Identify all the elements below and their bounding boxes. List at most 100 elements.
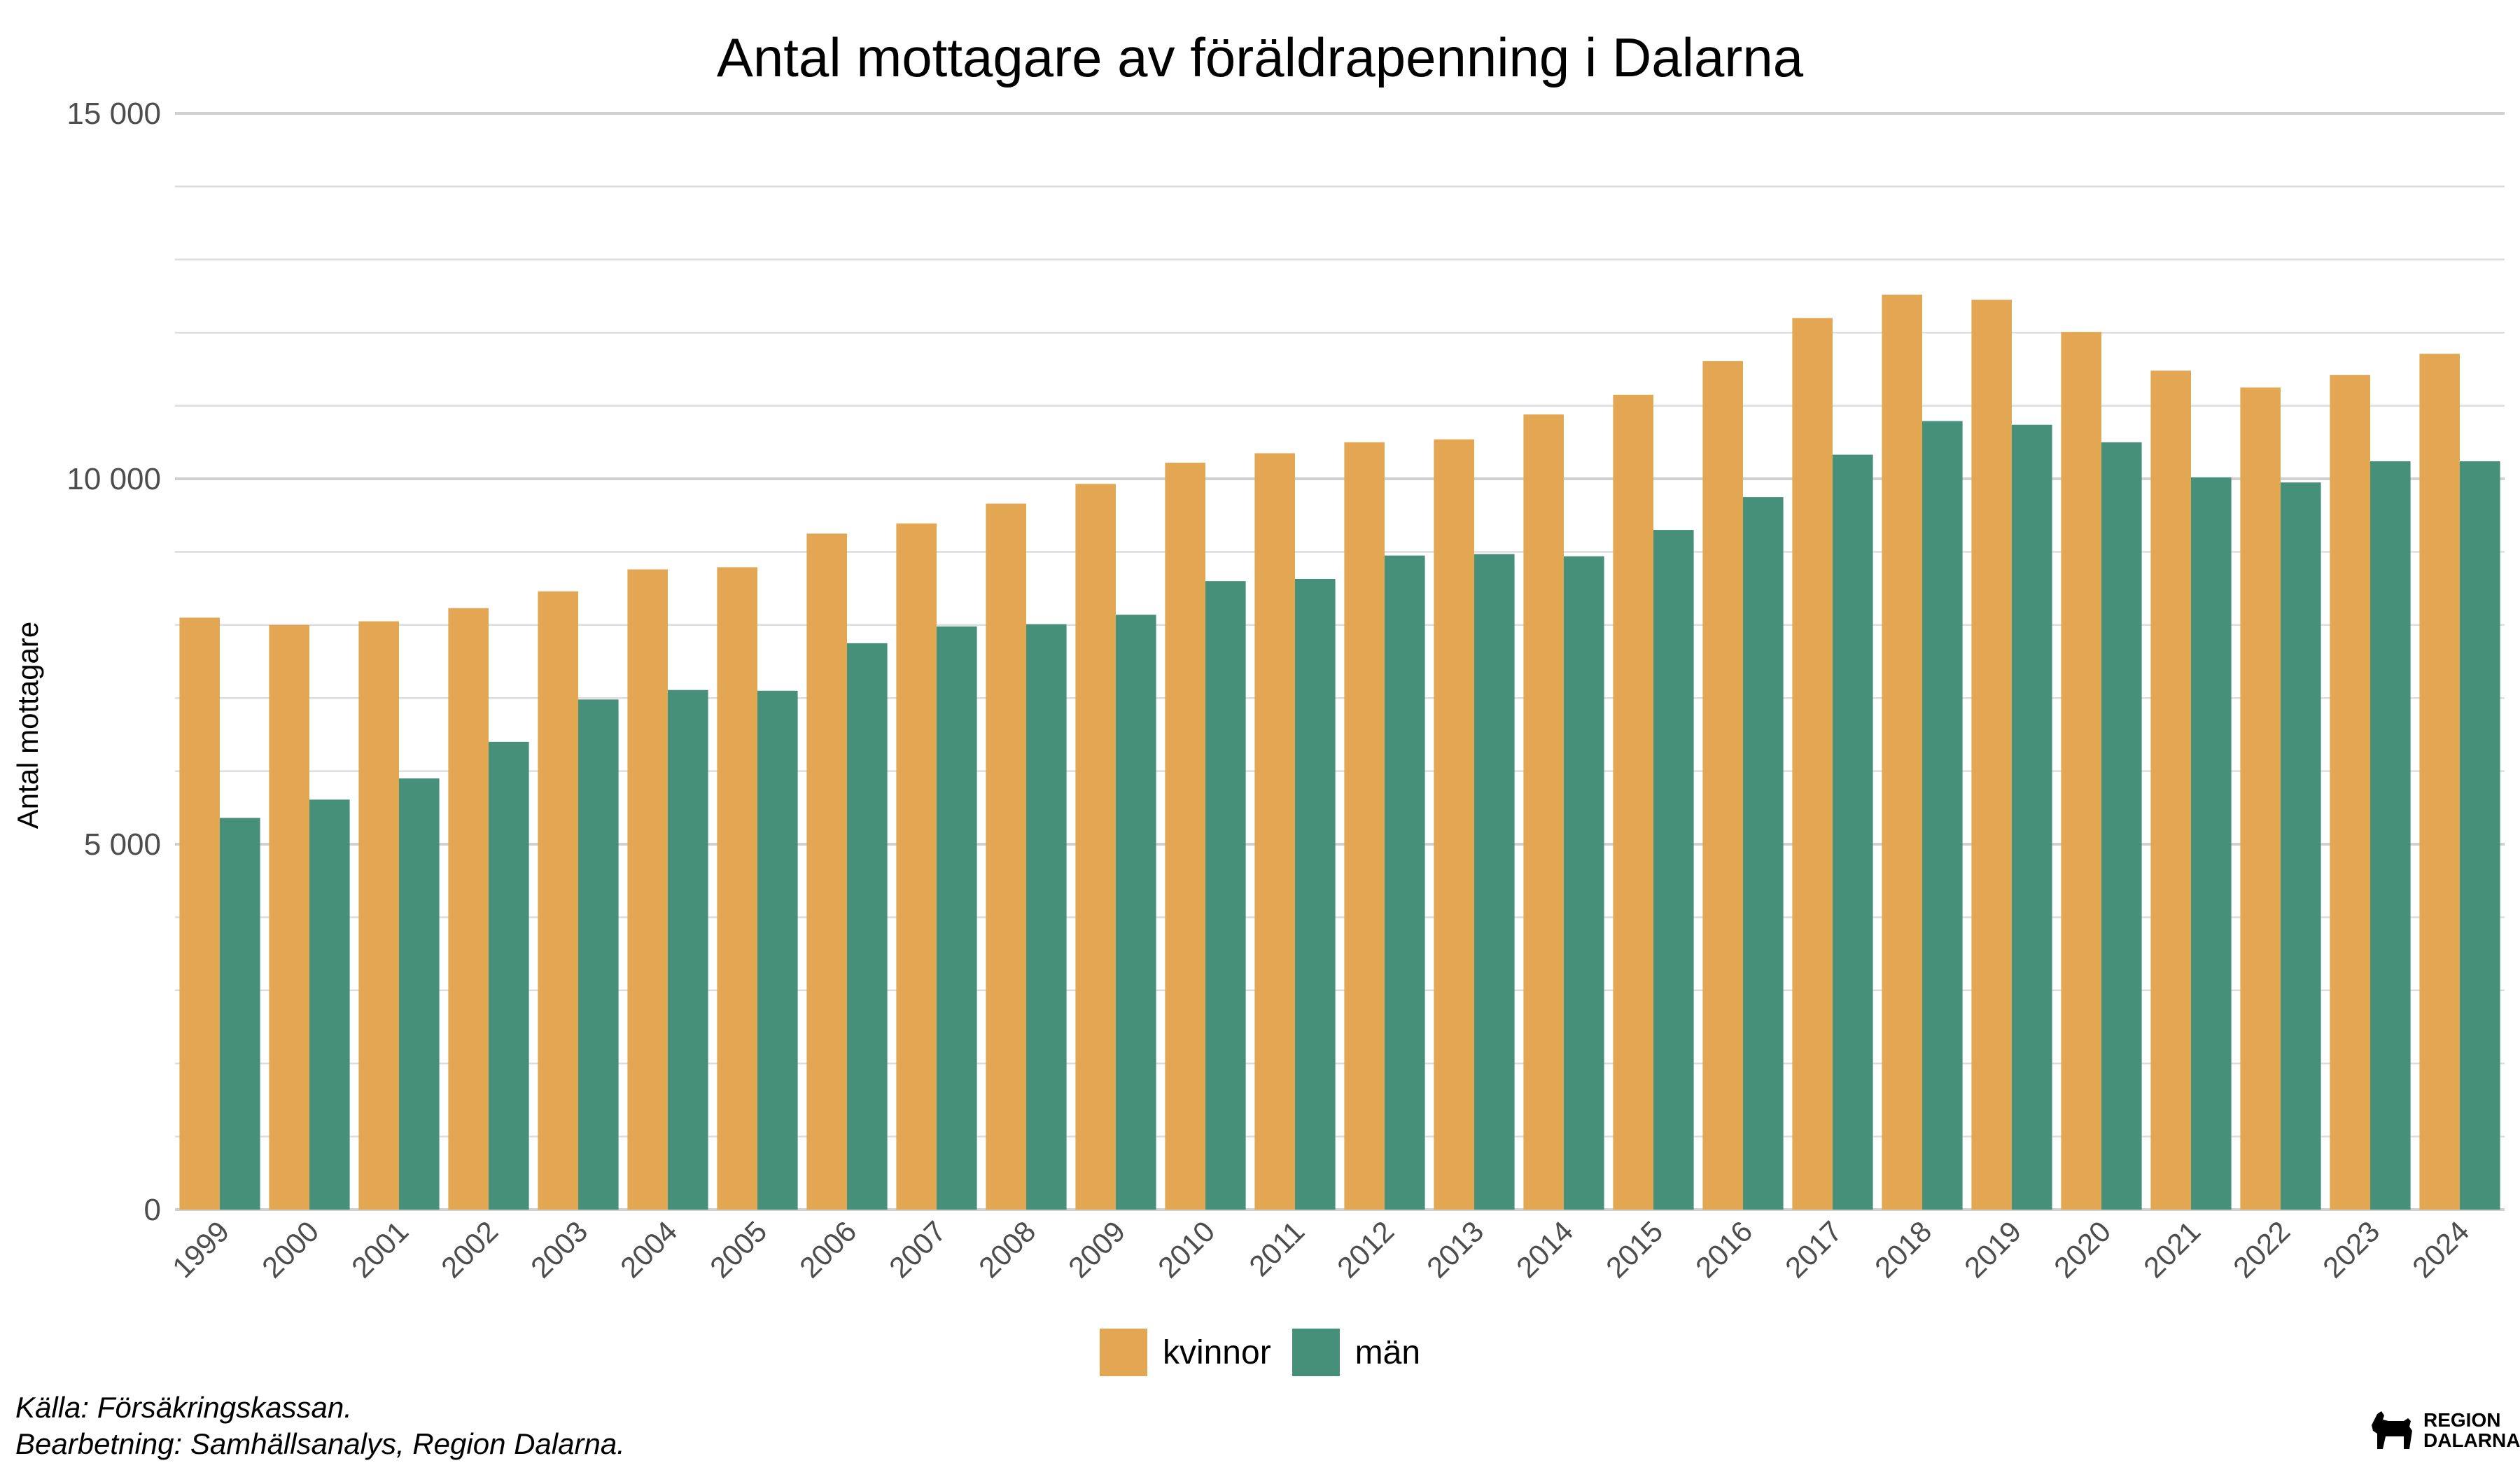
bar-man-2018	[1922, 421, 1963, 1210]
bar-kvinnor-2017	[1792, 318, 1833, 1210]
legend-swatch-man	[1292, 1329, 1340, 1376]
y-tick-label: 10 000	[66, 462, 161, 496]
bar-man-2019	[2012, 424, 2052, 1210]
bar-kvinnor-2018	[1882, 294, 1922, 1210]
bar-man-2002	[489, 741, 529, 1210]
bar-man-2017	[1833, 454, 1873, 1210]
bar-man-2004	[668, 690, 708, 1210]
x-tick-label: 1999	[166, 1214, 235, 1284]
x-tick-label: 2019	[1958, 1214, 2027, 1284]
bar-kvinnor-2006	[806, 533, 847, 1210]
bar-kvinnor-2005	[717, 567, 757, 1210]
legend-label-kvinnor: kvinnor	[1162, 1334, 1271, 1371]
x-tick-label: 2006	[793, 1214, 862, 1284]
bar-man-2009	[1116, 615, 1156, 1210]
bar-kvinnor-2001	[358, 621, 399, 1210]
bar-man-2008	[1026, 624, 1067, 1210]
bar-kvinnor-2016	[1702, 360, 1743, 1210]
bar-man-2013	[1474, 554, 1515, 1210]
caption-source: Källa: Försäkringskassan.	[15, 1391, 352, 1424]
bar-man-1999	[220, 818, 260, 1210]
chart-title: Antal mottagare av föräldrapenning i Dal…	[716, 27, 1804, 88]
x-tick-label: 2013	[1420, 1214, 1490, 1284]
bar-man-2015	[1653, 530, 1694, 1210]
bar-kvinnor-2023	[2330, 374, 2370, 1210]
bar-kvinnor-2007	[896, 523, 937, 1210]
x-tick-label: 2012	[1331, 1214, 1400, 1284]
x-tick-label: 2018	[1868, 1214, 1938, 1284]
x-tick-label: 2024	[2406, 1214, 2475, 1284]
bar-man-2016	[1743, 497, 1784, 1210]
bar-kvinnor-2012	[1344, 442, 1385, 1210]
bar-man-2020	[2101, 442, 2142, 1210]
bar-kvinnor-2014	[1523, 414, 1564, 1210]
bar-kvinnor-2000	[269, 624, 309, 1210]
caption: Källa: Försäkringskassan. Bearbetning: S…	[15, 1390, 625, 1462]
bar-man-2006	[847, 643, 888, 1210]
x-tick-label: 2010	[1152, 1214, 1221, 1284]
x-tick-label: 2020	[2047, 1214, 2117, 1284]
x-tick-label: 2021	[2137, 1214, 2206, 1284]
region-dalarna-logo: REGION DALARNA	[2367, 1408, 2520, 1452]
x-tick-label: 2009	[1062, 1214, 1131, 1284]
x-tick-label: 2004	[614, 1214, 683, 1284]
bar-kvinnor-2021	[2150, 370, 2191, 1210]
legend-item-man: män	[1292, 1329, 1420, 1376]
x-tick-label: 2003	[524, 1214, 594, 1284]
x-tick-label: 2005	[704, 1214, 773, 1284]
x-tick-label: 2008	[972, 1214, 1042, 1284]
bar-kvinnor-2010	[1165, 463, 1205, 1210]
bar-kvinnor-2003	[538, 591, 578, 1210]
bar-man-2000	[309, 799, 350, 1210]
bar-man-2024	[2460, 461, 2500, 1210]
legend-label-man: män	[1354, 1334, 1421, 1371]
bar-man-2023	[2370, 461, 2411, 1210]
bar-kvinnor-2015	[1613, 394, 1653, 1210]
x-tick-label: 2023	[2316, 1214, 2386, 1284]
bar-kvinnor-2009	[1075, 484, 1116, 1210]
bar-man-2022	[2281, 482, 2321, 1210]
logo-text-region: REGION	[2423, 1409, 2501, 1431]
y-tick-label: 0	[144, 1193, 161, 1227]
legend-swatch-kvinnor	[1099, 1329, 1147, 1376]
x-tick-label: 2002	[435, 1214, 504, 1284]
bar-man-2007	[937, 626, 977, 1210]
bar-kvinnor-2011	[1254, 453, 1295, 1210]
bar-man-2001	[399, 778, 440, 1210]
bar-man-2021	[2191, 477, 2232, 1210]
x-tick-label: 2000	[255, 1214, 325, 1284]
bars	[179, 294, 2500, 1210]
legend-item-kvinnor: kvinnor	[1099, 1329, 1271, 1376]
dala-horse-icon	[2372, 1411, 2412, 1449]
x-tick-label: 2001	[345, 1214, 414, 1284]
x-tick-label: 2014	[1510, 1214, 1579, 1284]
y-tick-label: 15 000	[66, 97, 161, 131]
x-tick-label: 2017	[1779, 1214, 1848, 1284]
bar-man-2010	[1205, 581, 1246, 1210]
caption-processing: Bearbetning: Samhällsanalys, Region Dala…	[15, 1427, 625, 1460]
x-tick-label: 2015	[1600, 1214, 1669, 1284]
bar-kvinnor-2008	[986, 503, 1026, 1210]
bar-kvinnor-2004	[627, 569, 668, 1210]
bar-kvinnor-2019	[1971, 300, 2012, 1210]
x-tick-label: 2011	[1242, 1214, 1310, 1282]
bar-man-2011	[1295, 579, 1336, 1210]
x-tick-label: 2007	[883, 1214, 952, 1284]
bar-kvinnor-2020	[2061, 332, 2101, 1210]
bar-kvinnor-2002	[448, 608, 489, 1210]
y-axis-ticks: 0 5 000 10 000 15 000	[66, 97, 161, 1227]
x-tick-label: 2022	[2227, 1214, 2296, 1284]
bar-kvinnor-2013	[1434, 439, 1474, 1210]
bar-kvinnor-1999	[179, 617, 220, 1210]
logo-text-dalarna: DALARNA	[2423, 1429, 2520, 1451]
y-axis-label: Antal mottagare	[11, 622, 44, 830]
bar-man-2014	[1564, 556, 1604, 1210]
y-tick-label: 5 000	[84, 827, 161, 862]
bar-man-2012	[1385, 555, 1425, 1210]
bar-man-2003	[578, 699, 619, 1210]
bar-kvinnor-2024	[2419, 354, 2460, 1210]
x-axis-ticks: 1999 2000 2001 2002 2003 2004 2005 2006 2007 2008…	[166, 1214, 2475, 1284]
x-tick-label: 2016	[1689, 1214, 1758, 1284]
bar-kvinnor-2022	[2240, 387, 2281, 1210]
